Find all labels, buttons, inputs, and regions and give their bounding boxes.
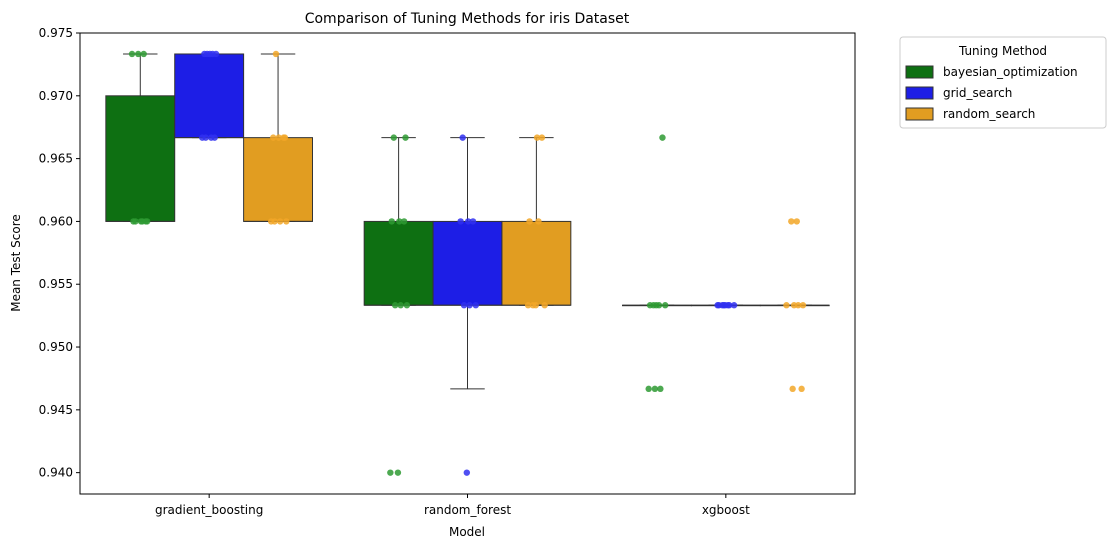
data-point-grid_search [459,134,466,141]
y-tick-label: 0.940 [39,466,73,480]
data-point-random_search [533,134,541,141]
data-point-grid_search [201,50,208,58]
data-point-grid_search [202,134,209,141]
data-point-random_search [788,218,795,225]
data-point-bayesian_optimization [130,218,137,225]
x-tick-label: random_forest [424,503,511,517]
data-point-random_search [794,302,802,309]
data-point-random_search [275,134,282,141]
data-point-grid_search [206,50,214,58]
plot-layer [105,50,830,476]
data-point-random_search [793,218,800,225]
y-tick-label: 0.975 [39,26,73,40]
data-point-bayesian_optimization [394,469,402,476]
data-point-random_search [276,218,284,225]
data-point-random_search [271,218,278,225]
box-group [432,137,503,390]
data-point-random_search [541,302,548,309]
y-tick-label: 0.960 [39,214,73,228]
legend-swatch-random_search [905,107,934,121]
x-axis-label: Model [449,525,485,539]
data-point-bayesian_optimization [390,134,397,141]
y-tick-label: 0.945 [39,403,73,417]
data-point-bayesian_optimization [402,134,409,141]
data-point-grid_search [472,302,479,309]
data-point-random_search [798,385,805,393]
legend-title: Tuning Method [958,44,1047,58]
y-axis: 0.940 0.945 0.950 0.955 0.960 0.965 0.970 0.975 [39,26,80,480]
data-point-bayesian_optimization [403,302,411,309]
data-point-grid_search [466,302,473,309]
box-group [501,137,572,306]
data-point-bayesian_optimization [135,50,142,58]
data-point-random_search [270,134,277,141]
data-point-bayesian_optimization [140,50,147,58]
legend-swatch-grid_search [905,86,934,100]
box-grid_search [174,53,245,139]
x-axis: gradient_boosting random_forest xgboost [155,494,750,517]
y-axis-label: Mean Test Score [9,214,23,312]
data-point-bayesian_optimization [659,134,666,141]
data-point-random_search [799,302,807,309]
data-point-random_search [526,218,533,225]
data-point-bayesian_optimization [400,218,408,225]
data-point-bayesian_optimization [645,385,652,393]
y-tick-label: 0.965 [39,152,73,166]
box-group [243,53,313,222]
box-group [174,53,245,139]
legend: Tuning Method bayesian_optimization grid_… [899,36,1107,129]
box-bayesian_optimization [363,220,434,306]
box-grid_search [432,220,503,306]
data-point-grid_search [726,302,733,309]
data-point-grid_search [212,50,220,58]
data-point-grid_search [463,469,471,476]
data-point-random_search [789,385,796,393]
data-point-grid_search [730,302,738,309]
data-point-bayesian_optimization [651,385,659,393]
legend-label-random_search: random_search [943,107,1035,121]
data-point-random_search [538,134,546,141]
data-point-bayesian_optimization [387,469,394,476]
y-tick-label: 0.970 [39,89,73,103]
y-tick-label: 0.950 [39,340,73,354]
data-point-grid_search [464,218,472,225]
legend-frame [899,36,1107,129]
box-bayesian_optimization [105,95,176,222]
y-tick-label: 0.955 [39,277,73,291]
data-point-grid_search [469,218,477,225]
data-point-random_search [532,302,539,309]
data-point-bayesian_optimization [139,218,146,225]
data-point-grid_search [714,302,721,309]
data-point-bayesian_optimization [662,302,669,309]
legend-swatch-bayesian_optimization [905,65,934,79]
data-point-random_search [283,218,290,225]
box-random_search [501,220,572,306]
data-point-bayesian_optimization [396,218,403,225]
legend-label-bayesian_optimization: bayesian_optimization [943,65,1078,79]
data-point-grid_search [457,218,464,225]
data-point-bayesian_optimization [657,385,664,393]
legend-label-grid_search: grid_search [943,86,1012,100]
data-point-random_search [535,218,542,225]
chart-title: Comparison of Tuning Methods for iris Da… [305,11,630,27]
box-random_search [243,137,313,222]
data-point-grid_search [208,134,215,141]
data-point-bayesian_optimization [397,302,404,309]
data-point-random_search [280,134,287,141]
data-point-bayesian_optimization [388,218,395,225]
data-point-random_search [524,302,532,309]
data-point-bayesian_optimization [391,302,399,309]
data-point-grid_search [720,302,727,309]
x-tick-label: gradient_boosting [155,503,263,517]
data-point-random_search [272,50,280,58]
data-point-bayesian_optimization [128,50,136,58]
data-point-grid_search [460,302,468,309]
data-point-bayesian_optimization [653,302,660,309]
x-tick-label: xgboost [702,503,750,517]
data-point-random_search [783,302,790,309]
